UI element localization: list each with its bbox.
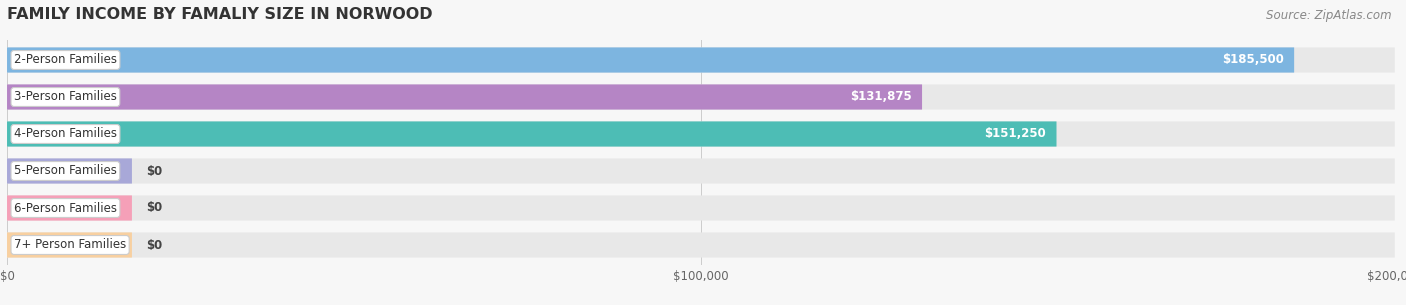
Text: 4-Person Families: 4-Person Families <box>14 127 117 141</box>
Text: 7+ Person Families: 7+ Person Families <box>14 239 127 252</box>
Text: $185,500: $185,500 <box>1222 53 1284 66</box>
FancyBboxPatch shape <box>7 196 132 221</box>
Text: $0: $0 <box>146 164 162 178</box>
FancyBboxPatch shape <box>7 84 1395 109</box>
Text: 3-Person Families: 3-Person Families <box>14 91 117 103</box>
FancyBboxPatch shape <box>7 121 1395 147</box>
FancyBboxPatch shape <box>7 47 1294 73</box>
FancyBboxPatch shape <box>7 84 922 109</box>
FancyBboxPatch shape <box>7 158 1395 184</box>
FancyBboxPatch shape <box>7 158 132 184</box>
FancyBboxPatch shape <box>7 196 1395 221</box>
Text: $0: $0 <box>146 239 162 252</box>
FancyBboxPatch shape <box>7 232 1395 258</box>
Text: 2-Person Families: 2-Person Families <box>14 53 117 66</box>
Text: FAMILY INCOME BY FAMALIY SIZE IN NORWOOD: FAMILY INCOME BY FAMALIY SIZE IN NORWOOD <box>7 7 433 22</box>
FancyBboxPatch shape <box>7 47 1395 73</box>
Text: 5-Person Families: 5-Person Families <box>14 164 117 178</box>
Text: $151,250: $151,250 <box>984 127 1046 141</box>
Text: $131,875: $131,875 <box>849 91 911 103</box>
Text: 6-Person Families: 6-Person Families <box>14 202 117 214</box>
FancyBboxPatch shape <box>7 232 132 258</box>
FancyBboxPatch shape <box>7 121 1056 147</box>
Text: Source: ZipAtlas.com: Source: ZipAtlas.com <box>1267 9 1392 22</box>
Text: $0: $0 <box>146 202 162 214</box>
